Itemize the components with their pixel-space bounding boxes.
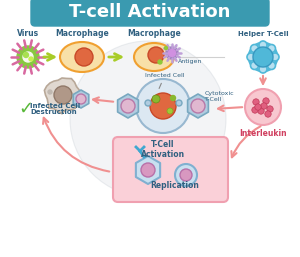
Circle shape bbox=[255, 104, 261, 110]
Circle shape bbox=[265, 111, 271, 117]
Text: ✓: ✓ bbox=[18, 100, 33, 118]
FancyBboxPatch shape bbox=[31, 0, 269, 26]
Circle shape bbox=[141, 163, 155, 177]
Text: Infected Cell
Destruction: Infected Cell Destruction bbox=[30, 103, 80, 115]
Circle shape bbox=[245, 89, 281, 125]
Circle shape bbox=[263, 98, 269, 104]
Circle shape bbox=[17, 46, 39, 68]
Polygon shape bbox=[136, 156, 160, 184]
Circle shape bbox=[70, 41, 226, 197]
Circle shape bbox=[76, 94, 86, 104]
Text: Replication: Replication bbox=[151, 181, 200, 190]
Polygon shape bbox=[73, 90, 89, 108]
Polygon shape bbox=[188, 94, 208, 118]
Text: Infected Cell: Infected Cell bbox=[145, 73, 184, 88]
Ellipse shape bbox=[134, 43, 174, 71]
Circle shape bbox=[191, 99, 205, 113]
Circle shape bbox=[176, 100, 182, 106]
Circle shape bbox=[180, 169, 192, 181]
Circle shape bbox=[167, 108, 173, 114]
Ellipse shape bbox=[75, 48, 93, 66]
Text: T-cell Activation: T-cell Activation bbox=[69, 3, 231, 21]
Circle shape bbox=[145, 100, 151, 106]
Circle shape bbox=[29, 57, 33, 61]
Circle shape bbox=[253, 99, 259, 105]
Polygon shape bbox=[44, 78, 80, 114]
Text: Helper T-Cell: Helper T-Cell bbox=[238, 31, 288, 37]
Circle shape bbox=[258, 108, 264, 114]
Circle shape bbox=[152, 95, 160, 103]
Circle shape bbox=[23, 52, 33, 62]
Circle shape bbox=[158, 60, 162, 64]
Circle shape bbox=[23, 52, 28, 58]
Circle shape bbox=[261, 103, 267, 109]
Circle shape bbox=[268, 44, 275, 52]
Circle shape bbox=[54, 86, 72, 104]
Circle shape bbox=[250, 61, 259, 69]
Text: Macrophage: Macrophage bbox=[55, 29, 109, 38]
Text: T-Cell
Activation: T-Cell Activation bbox=[141, 140, 185, 159]
Circle shape bbox=[169, 50, 176, 57]
Circle shape bbox=[136, 79, 190, 133]
Circle shape bbox=[166, 47, 178, 59]
Text: Cytotoxic
T-Cell: Cytotoxic T-Cell bbox=[205, 91, 235, 102]
Circle shape bbox=[271, 53, 279, 61]
Circle shape bbox=[253, 47, 273, 67]
Text: Macrophage: Macrophage bbox=[127, 29, 181, 38]
FancyBboxPatch shape bbox=[113, 137, 228, 202]
Circle shape bbox=[250, 44, 259, 52]
Circle shape bbox=[259, 65, 267, 73]
Circle shape bbox=[259, 41, 267, 49]
Text: Interleukin: Interleukin bbox=[239, 129, 287, 138]
Circle shape bbox=[150, 93, 176, 119]
Circle shape bbox=[121, 99, 135, 113]
Text: Antigen: Antigen bbox=[178, 59, 202, 64]
Ellipse shape bbox=[148, 47, 164, 63]
Circle shape bbox=[252, 107, 258, 113]
Circle shape bbox=[249, 43, 277, 71]
Polygon shape bbox=[118, 94, 138, 118]
Ellipse shape bbox=[60, 42, 104, 72]
Circle shape bbox=[268, 61, 275, 69]
Circle shape bbox=[48, 90, 52, 94]
Circle shape bbox=[267, 106, 273, 112]
Circle shape bbox=[170, 96, 175, 100]
Circle shape bbox=[247, 53, 255, 61]
Text: Virus: Virus bbox=[17, 29, 39, 38]
Circle shape bbox=[164, 47, 167, 50]
Circle shape bbox=[175, 164, 197, 186]
